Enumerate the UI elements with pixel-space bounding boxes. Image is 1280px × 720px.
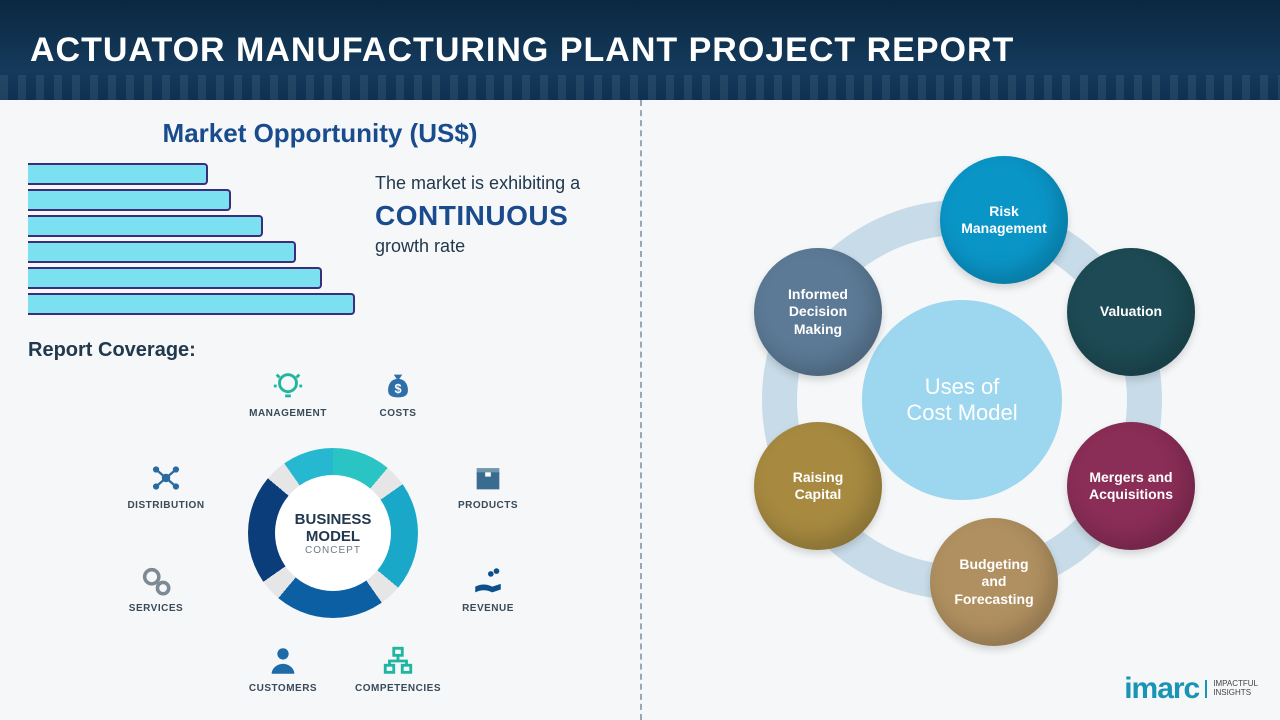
brand-tag1: IMPACTFUL [1213,679,1258,688]
content-area: Market Opportunity (US$) The market is e… [0,100,1280,720]
biz-item-label: COMPETENCIES [355,683,441,694]
cost-model-node: RiskManagement [940,156,1068,284]
biz-item-services: SERVICES [106,563,206,614]
bulb-icon [270,368,306,404]
cost-model-node: Mergers andAcquisitions [1067,422,1195,550]
biz-item-products: PRODUCTS [438,460,538,511]
market-heading: Market Opportunity (US$) [28,118,612,149]
coverage-label: Report Coverage: [28,339,612,362]
brand-name: imarc [1124,672,1199,706]
bar [28,215,263,237]
biz-item-distribution: DISTRIBUTION [116,460,216,511]
bar [28,241,296,263]
network-icon [148,460,184,496]
svg-text:$: $ [394,381,401,396]
brand-tagline: IMPACTFUL INSIGHTS [1205,680,1258,698]
market-bar-chart [28,163,355,319]
market-text-line1: The market is exhibiting a [375,173,612,194]
biz-item-label: REVENUE [462,603,514,614]
market-text-emph: CONTINUOUS [375,200,612,232]
market-text: The market is exhibiting a CONTINUOUS gr… [375,163,612,319]
bar [28,267,322,289]
biz-item-label: COSTS [380,408,417,419]
bar [28,163,208,185]
biz-item-competencies: COMPETENCIES [348,643,448,694]
business-model-diagram: BUSINESS MODEL CONCEPT MANAGEMENT $ COSTS D… [28,368,612,698]
cost-model-node: InformedDecisionMaking [754,248,882,376]
brand-tag2: INSIGHTS [1213,688,1251,697]
gears-icon [138,563,174,599]
bar [28,293,355,315]
cost-model-node: Valuation [1067,248,1195,376]
biz-item-costs: $ COSTS [348,368,448,419]
bar [28,189,231,211]
market-row: The market is exhibiting a CONTINUOUS gr… [28,163,612,319]
person-icon [265,643,301,679]
brand-logo: imarc IMPACTFUL INSIGHTS [1124,672,1258,706]
cost-model-node: RaisingCapital [754,422,882,550]
biz-item-revenue: REVENUE [438,563,538,614]
biz-center-line2: MODEL [295,528,372,545]
money-bag-icon: $ [380,368,416,404]
biz-item-label: SERVICES [129,603,183,614]
biz-center-line1: BUSINESS [295,511,372,528]
hand-coins-icon [470,563,506,599]
left-panel: Market Opportunity (US$) The market is e… [0,100,640,720]
biz-item-label: MANAGEMENT [249,408,327,419]
page-title: ACTUATOR MANUFACTURING PLANT PROJECT REP… [30,31,1014,70]
market-text-line3: growth rate [375,236,612,257]
business-model-center: BUSINESS MODEL CONCEPT [295,511,372,556]
biz-item-label: DISTRIBUTION [127,500,204,511]
biz-item-label: CUSTOMERS [249,683,317,694]
header: ACTUATOR MANUFACTURING PLANT PROJECT REP… [0,0,1280,100]
biz-item-label: PRODUCTS [458,500,518,511]
org-icon [380,643,416,679]
biz-item-management: MANAGEMENT [238,368,338,419]
biz-center-line3: CONCEPT [295,545,372,556]
business-model-ring: BUSINESS MODEL CONCEPT [248,448,418,618]
cost-model-node: BudgetingandForecasting [930,518,1058,646]
right-panel: imarc IMPACTFUL INSIGHTS Uses ofCost Mod… [640,100,1280,720]
box-icon [470,460,506,496]
cost-model-center: Uses ofCost Model [862,300,1062,500]
biz-item-customers: CUSTOMERS [233,643,333,694]
